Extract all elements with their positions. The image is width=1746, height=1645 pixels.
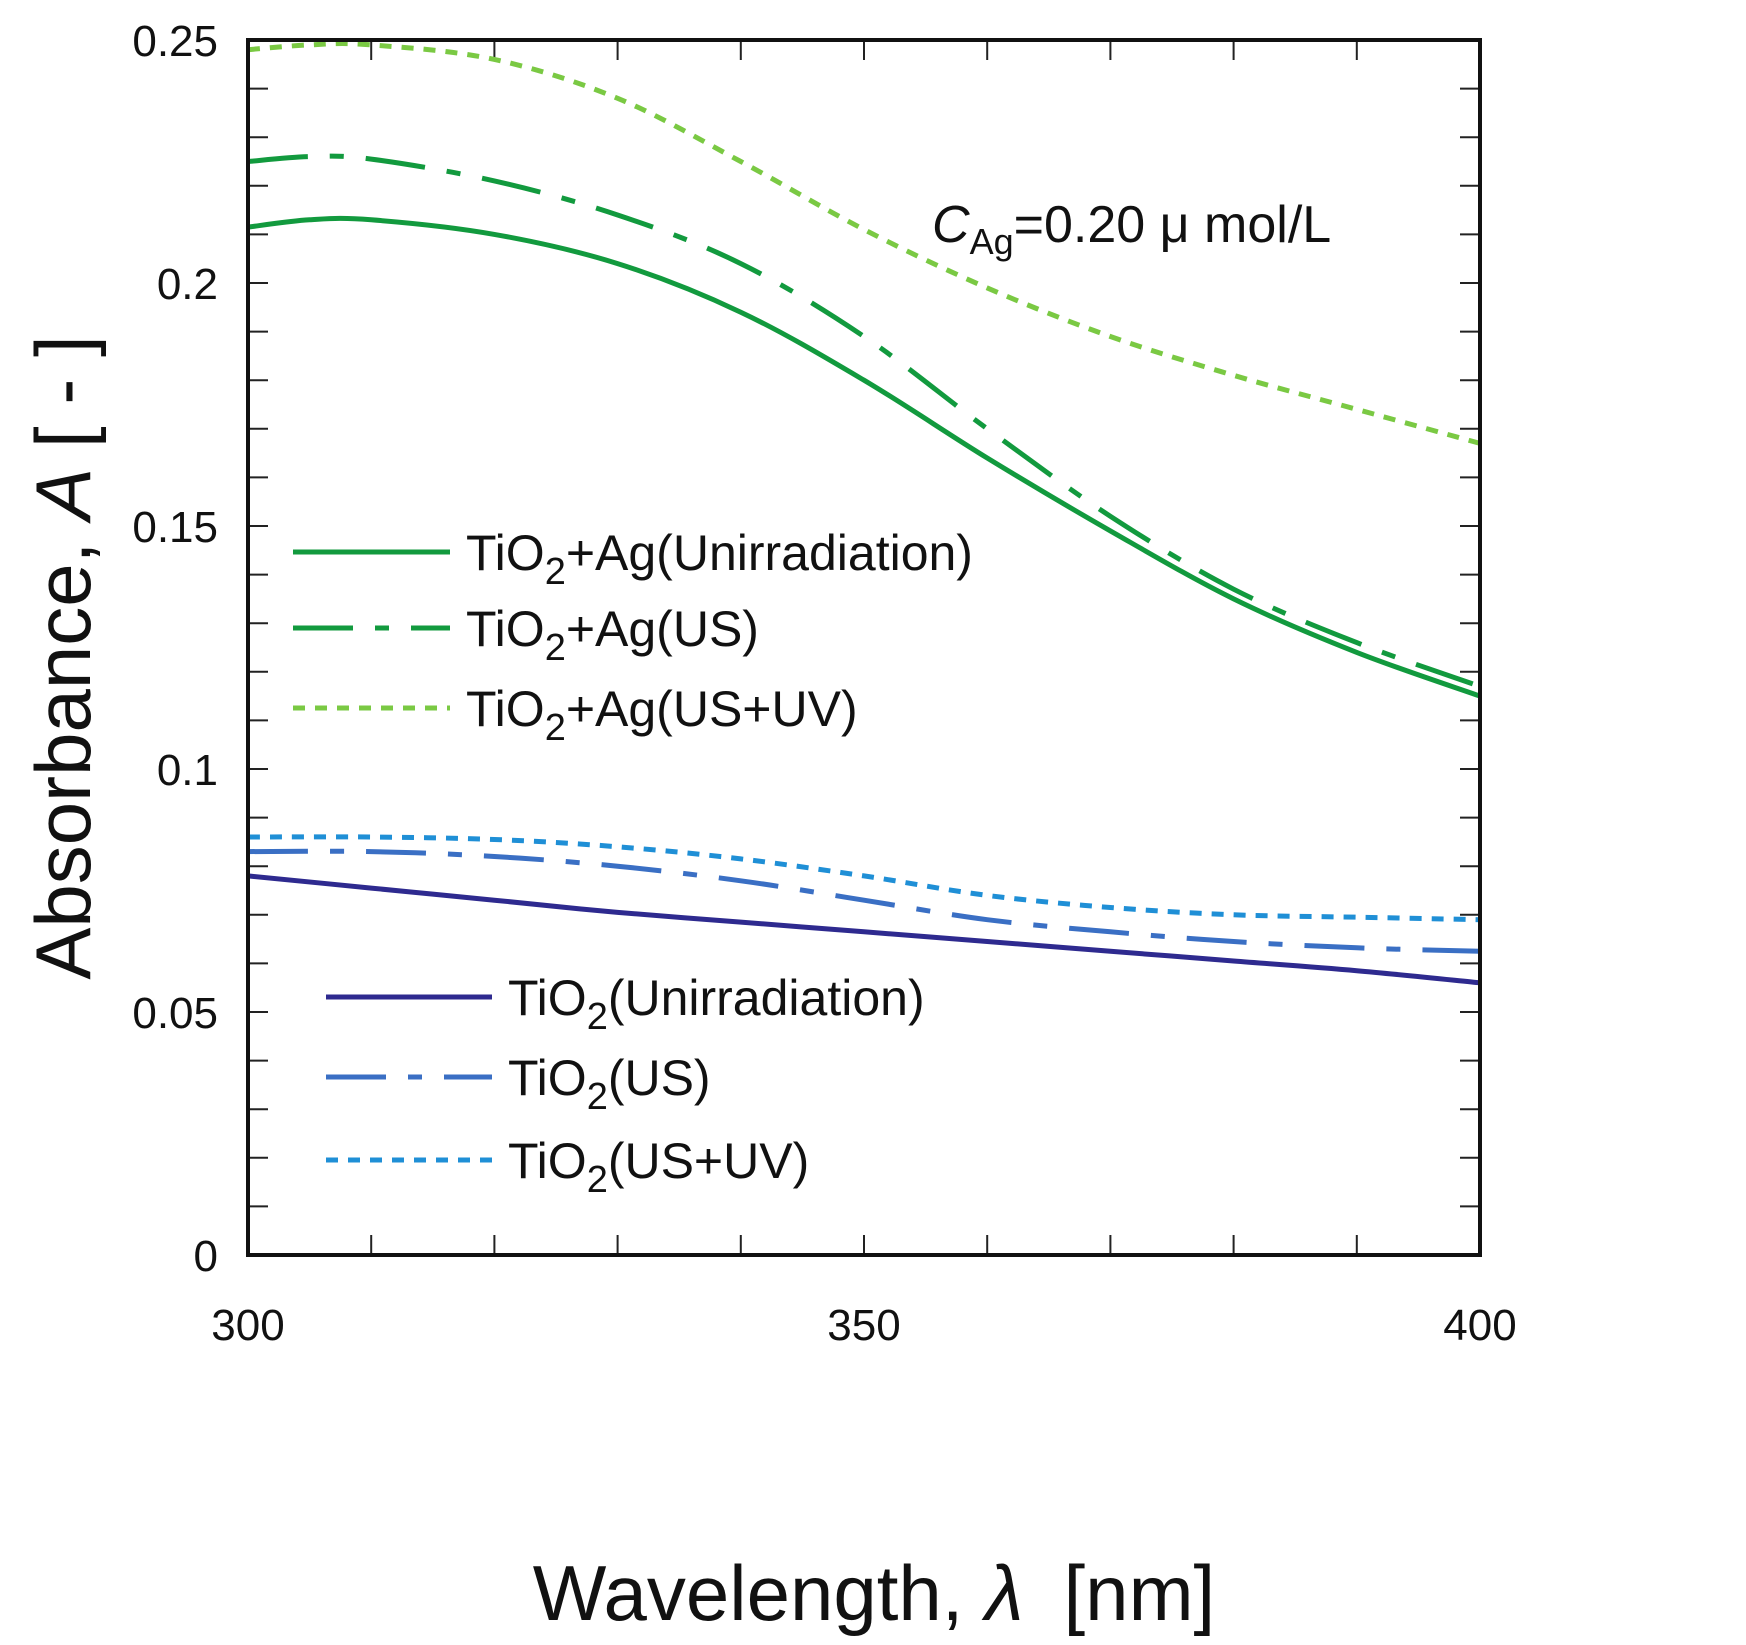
y-axis-title-symbol: A xyxy=(19,468,107,524)
annotation-subscript: Ag xyxy=(970,221,1014,262)
legend-label-3: TiO2(Unirradiation) xyxy=(508,970,925,1038)
y-axis-title-unit: [ - ] xyxy=(19,335,107,448)
concentration-annotation: CAg=0.20 μ mol/L xyxy=(932,196,1331,262)
legend-label-rest: +Ag(US+UV) xyxy=(566,681,858,737)
x-tick-label: 300 xyxy=(211,1301,284,1350)
legend-label-base: TiO xyxy=(508,1133,587,1189)
legend-label-rest: (Unirradiation) xyxy=(608,970,925,1026)
series-line-1 xyxy=(247,153,1481,689)
plot-frame xyxy=(246,38,1482,1257)
legend-label-subscript: 2 xyxy=(545,627,566,669)
legend-label-rest: +Ag(US) xyxy=(566,601,759,657)
annotation-text: =0.20 μ mol/L xyxy=(1014,196,1332,254)
y-tick-label: 0.1 xyxy=(157,746,218,795)
legend-label-5: TiO2(US+UV) xyxy=(508,1133,809,1201)
legend-label-0: TiO2+Ag(Unirradiation) xyxy=(466,525,973,593)
y-tick-label: 0.25 xyxy=(132,17,218,66)
x-axis-title-symbol: λ xyxy=(981,1549,1023,1637)
series-line-0 xyxy=(247,215,1481,699)
series-line-2 xyxy=(247,41,1481,446)
x-tick-label: 350 xyxy=(827,1301,900,1350)
legend-label-2: TiO2+Ag(US+UV) xyxy=(466,681,858,749)
legend-label-base: TiO xyxy=(466,601,545,657)
y-tick-label: 0.15 xyxy=(132,503,218,552)
y-tick-labels: 0 0.05 0.1 0.15 0.2 0.25 xyxy=(132,17,218,1281)
legend: TiO2+Ag(Unirradiation)TiO2+Ag(US)TiO2+Ag… xyxy=(293,525,973,1201)
x-axis-title: Wavelength, λ [nm] xyxy=(533,1549,1215,1637)
legend-label-base: TiO xyxy=(508,970,587,1026)
y-axis-title-prefix: Absorbance, xyxy=(19,520,107,980)
x-tick-label: 400 xyxy=(1443,1301,1516,1350)
legend-label-subscript: 2 xyxy=(587,996,608,1038)
legend-label-rest: (US) xyxy=(608,1050,711,1106)
legend-label-subscript: 2 xyxy=(587,1159,608,1201)
legend-label-rest: +Ag(Unirradiation) xyxy=(566,525,973,581)
y-tick-label: 0.05 xyxy=(132,989,218,1038)
series-line-3 xyxy=(247,873,1481,986)
legend-label-subscript: 2 xyxy=(545,551,566,593)
legend-label-base: TiO xyxy=(466,681,545,737)
y-axis-title: Absorbance, A [ - ] xyxy=(19,335,107,979)
x-tick-labels: 300 350 400 xyxy=(211,1301,1516,1350)
legend-label-subscript: 2 xyxy=(587,1076,608,1118)
annotation-symbol: C xyxy=(932,196,970,254)
series-line-4 xyxy=(247,848,1481,954)
legend-label-rest: (US+UV) xyxy=(608,1133,809,1189)
x-axis-title-unit: [nm] xyxy=(1064,1549,1216,1637)
x-axis-title-prefix: Wavelength, xyxy=(533,1549,985,1637)
legend-label-1: TiO2+Ag(US) xyxy=(466,601,759,669)
series-line-5 xyxy=(247,834,1481,923)
y-tick-label: 0 xyxy=(194,1232,218,1281)
legend-label-base: TiO xyxy=(508,1050,587,1106)
series-lines xyxy=(247,41,1481,986)
legend-label-4: TiO2(US) xyxy=(508,1050,711,1118)
legend-label-subscript: 2 xyxy=(545,707,566,749)
legend-label-base: TiO xyxy=(466,525,545,581)
y-tick-label: 0.2 xyxy=(157,260,218,309)
